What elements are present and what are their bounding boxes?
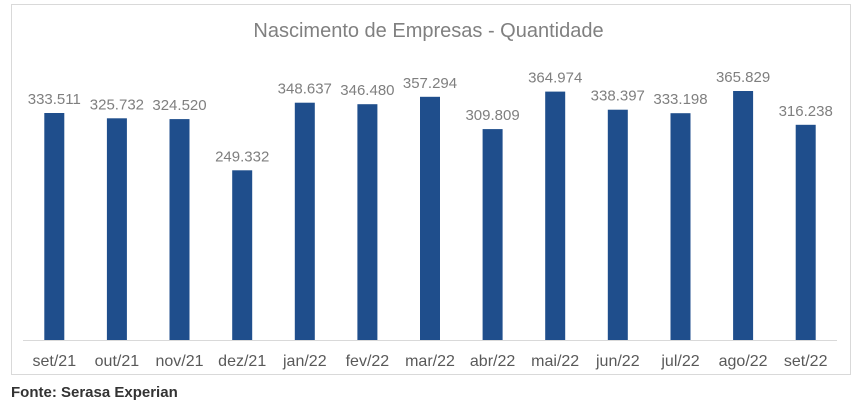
bar-abr-22 — [482, 129, 503, 340]
data-label-abr-22: 309.809 — [465, 107, 519, 124]
x-tick-label-mar-22: mar/22 — [405, 353, 455, 370]
bar-jan-22 — [294, 102, 315, 340]
bar-out-21 — [106, 118, 127, 340]
x-tick-label-nov-21: nov/21 — [155, 353, 203, 370]
bar-mar-22 — [420, 96, 440, 340]
bar-jul-22 — [670, 113, 691, 340]
bar-mai-22 — [545, 91, 566, 340]
bar-ago-22 — [733, 91, 754, 340]
data-label-dez-21: 249.332 — [215, 148, 269, 165]
chart-title: Nascimento de Empresas - Quantidade — [253, 20, 604, 42]
data-label-set-22: 316.238 — [779, 103, 833, 120]
data-label-out-21: 325.732 — [90, 96, 144, 113]
bar-dez-21 — [232, 170, 253, 340]
x-tick-label-abr-22: abr/22 — [470, 353, 515, 370]
data-label-fev-22: 346.480 — [340, 82, 394, 99]
x-tick-label-set-21: set/21 — [33, 353, 77, 370]
data-label-nov-21: 324.520 — [152, 97, 206, 114]
x-tick-label-jan-22: jan/22 — [282, 353, 327, 370]
data-label-ago-22: 365.829 — [716, 69, 770, 86]
data-label-set-21: 333.511 — [28, 91, 81, 108]
x-tick-label-dez-21: dez/21 — [218, 353, 266, 370]
data-label-mar-22: 357.294 — [403, 75, 457, 92]
x-tick-label-ago-22: ago/22 — [719, 353, 768, 370]
source-note: Fonte: Serasa Experian — [11, 384, 178, 401]
x-tick-label-jun-22: jun/22 — [595, 353, 640, 370]
x-tick-label-mai-22: mai/22 — [531, 353, 579, 370]
data-label-jan-22: 348.637 — [278, 81, 332, 98]
bar-jun-22 — [607, 109, 628, 340]
data-label-mai-22: 364.974 — [528, 70, 582, 87]
x-tick-label-out-21: out/21 — [95, 353, 140, 370]
bar-set-21 — [44, 113, 65, 340]
data-label-jun-22: 338.397 — [591, 88, 645, 105]
bar-set-22 — [795, 124, 816, 340]
data-label-jul-22: 333.198 — [653, 91, 707, 108]
x-tick-label-fev-22: fev/22 — [346, 353, 390, 370]
x-tick-label-jul-22: jul/22 — [660, 353, 699, 370]
x-tick-label-set-22: set/22 — [784, 353, 828, 370]
bar-fev-22 — [357, 104, 378, 340]
bar-nov-21 — [169, 119, 190, 340]
